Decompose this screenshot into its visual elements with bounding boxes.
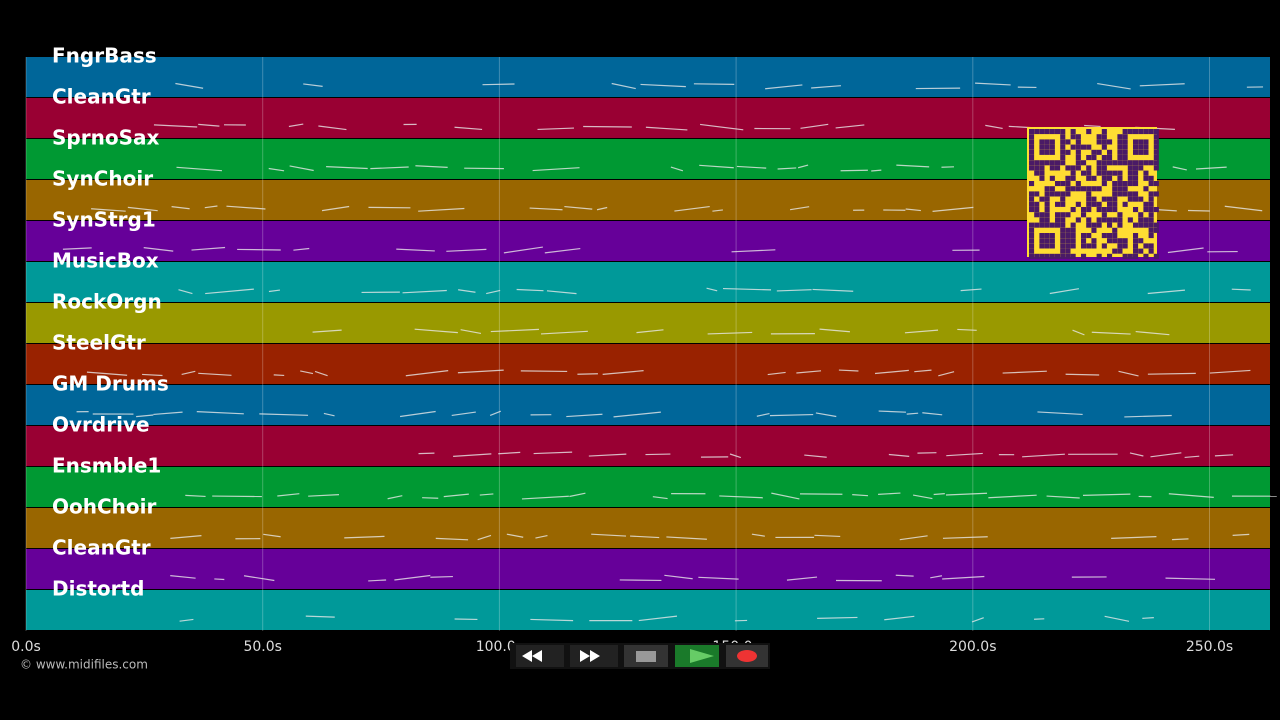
track-label: Ensmble1 <box>52 454 161 478</box>
track-labels: FngrBass CleanGtr SprnoSax SynChoir SynStrg1… <box>52 44 169 601</box>
rewind-button[interactable] <box>516 645 564 667</box>
track-lane <box>26 303 1270 343</box>
fast-forward-button[interactable] <box>570 645 618 667</box>
track-label: CleanGtr <box>52 85 151 109</box>
track-label: Ovrdrive <box>52 413 150 437</box>
track-label: GM Drums <box>52 372 169 396</box>
tick-label: 250.0s <box>1186 639 1233 655</box>
track-label: SynChoir <box>52 167 153 191</box>
time-grid <box>25 57 1210 631</box>
track-lane <box>26 344 1270 384</box>
track-lane <box>26 57 1270 97</box>
track-label: OohChoir <box>52 495 156 519</box>
track-label: MusicBox <box>52 249 159 273</box>
play-button[interactable] <box>675 645 719 667</box>
track-lane <box>26 262 1270 302</box>
tick-label: 0.0s <box>11 639 41 655</box>
track-label: FngrBass <box>52 44 157 68</box>
track-label: SteelGtr <box>52 331 146 355</box>
qr-code <box>1027 127 1159 259</box>
track-lane <box>26 385 1270 425</box>
track-lane <box>26 590 1270 630</box>
track-lane <box>26 426 1270 466</box>
tick-label: 200.0s <box>949 639 996 655</box>
track-lane <box>26 467 1270 507</box>
record-button[interactable] <box>726 645 768 667</box>
transport-controls <box>510 643 770 669</box>
track-lane <box>26 508 1270 548</box>
stop-button[interactable] <box>624 645 668 667</box>
footer: © www.midifiles.com <box>20 658 148 672</box>
track-label: SynStrg1 <box>52 208 156 232</box>
track-label: RockOrgn <box>52 290 162 314</box>
track-label: CleanGtr <box>52 536 151 560</box>
tick-label: 50.0s <box>243 639 281 655</box>
track-label: SprnoSax <box>52 126 159 150</box>
track-lane <box>26 549 1270 589</box>
track-label: Distortd <box>52 577 144 601</box>
